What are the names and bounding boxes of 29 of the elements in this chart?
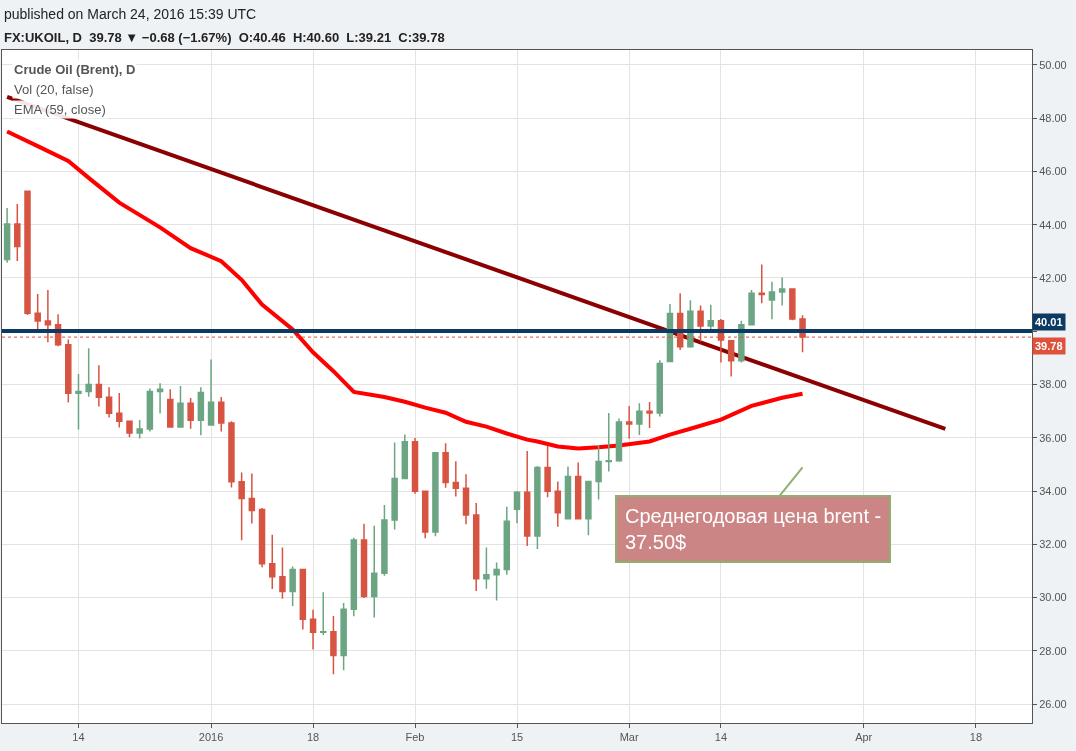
- y-tick-label: 38.00: [1039, 378, 1067, 391]
- chart-subtitle: published on March 24, 2016 15:39 UTC: [4, 6, 257, 22]
- chart-title: FX:UKOIL, D 39.78 ▼ −0.68 (−1.67%) O:40.46 H:40.60 L:39.21 C:39.78: [4, 30, 445, 45]
- y-tick-label: 30.00: [1039, 591, 1067, 604]
- y-tick-label: 34.00: [1039, 484, 1067, 497]
- x-tick-label: 18: [969, 731, 983, 744]
- x-tick-label: Mar: [619, 731, 639, 744]
- x-tick-label: 14: [72, 731, 85, 744]
- y-tick-label: 32.00: [1039, 538, 1067, 551]
- y-tick-label: 46.00: [1039, 165, 1067, 178]
- x-tick-label: 14: [714, 731, 728, 744]
- x-tick-label: Feb: [405, 731, 425, 744]
- y-tick-label: 48.00: [1039, 112, 1067, 125]
- ref-line-label: 40.01: [1035, 316, 1063, 328]
- y-tick-label: 28.00: [1039, 644, 1067, 657]
- x-tick-label: 15: [510, 731, 524, 744]
- annotation: EMA (59, close): [14, 102, 106, 117]
- y-tick-label: 44.00: [1039, 218, 1067, 231]
- annotation: Crude Oil (Brent), D: [14, 62, 136, 77]
- annotation: Vol (20, false): [14, 82, 94, 97]
- annotation: Среднегодовая цена brent - 37.50$: [625, 505, 882, 553]
- ref-line-label: 39.78: [1035, 340, 1063, 352]
- y-tick-label: 50.00: [1039, 58, 1067, 71]
- y-tick-label: 42.00: [1039, 271, 1067, 284]
- x-tick-label: 18: [306, 731, 320, 744]
- y-tick-label: 36.00: [1039, 431, 1067, 444]
- x-tick-label: 2016: [198, 731, 224, 744]
- y-tick-label: 26.00: [1039, 697, 1067, 710]
- x-tick-label: Apr: [855, 731, 873, 744]
